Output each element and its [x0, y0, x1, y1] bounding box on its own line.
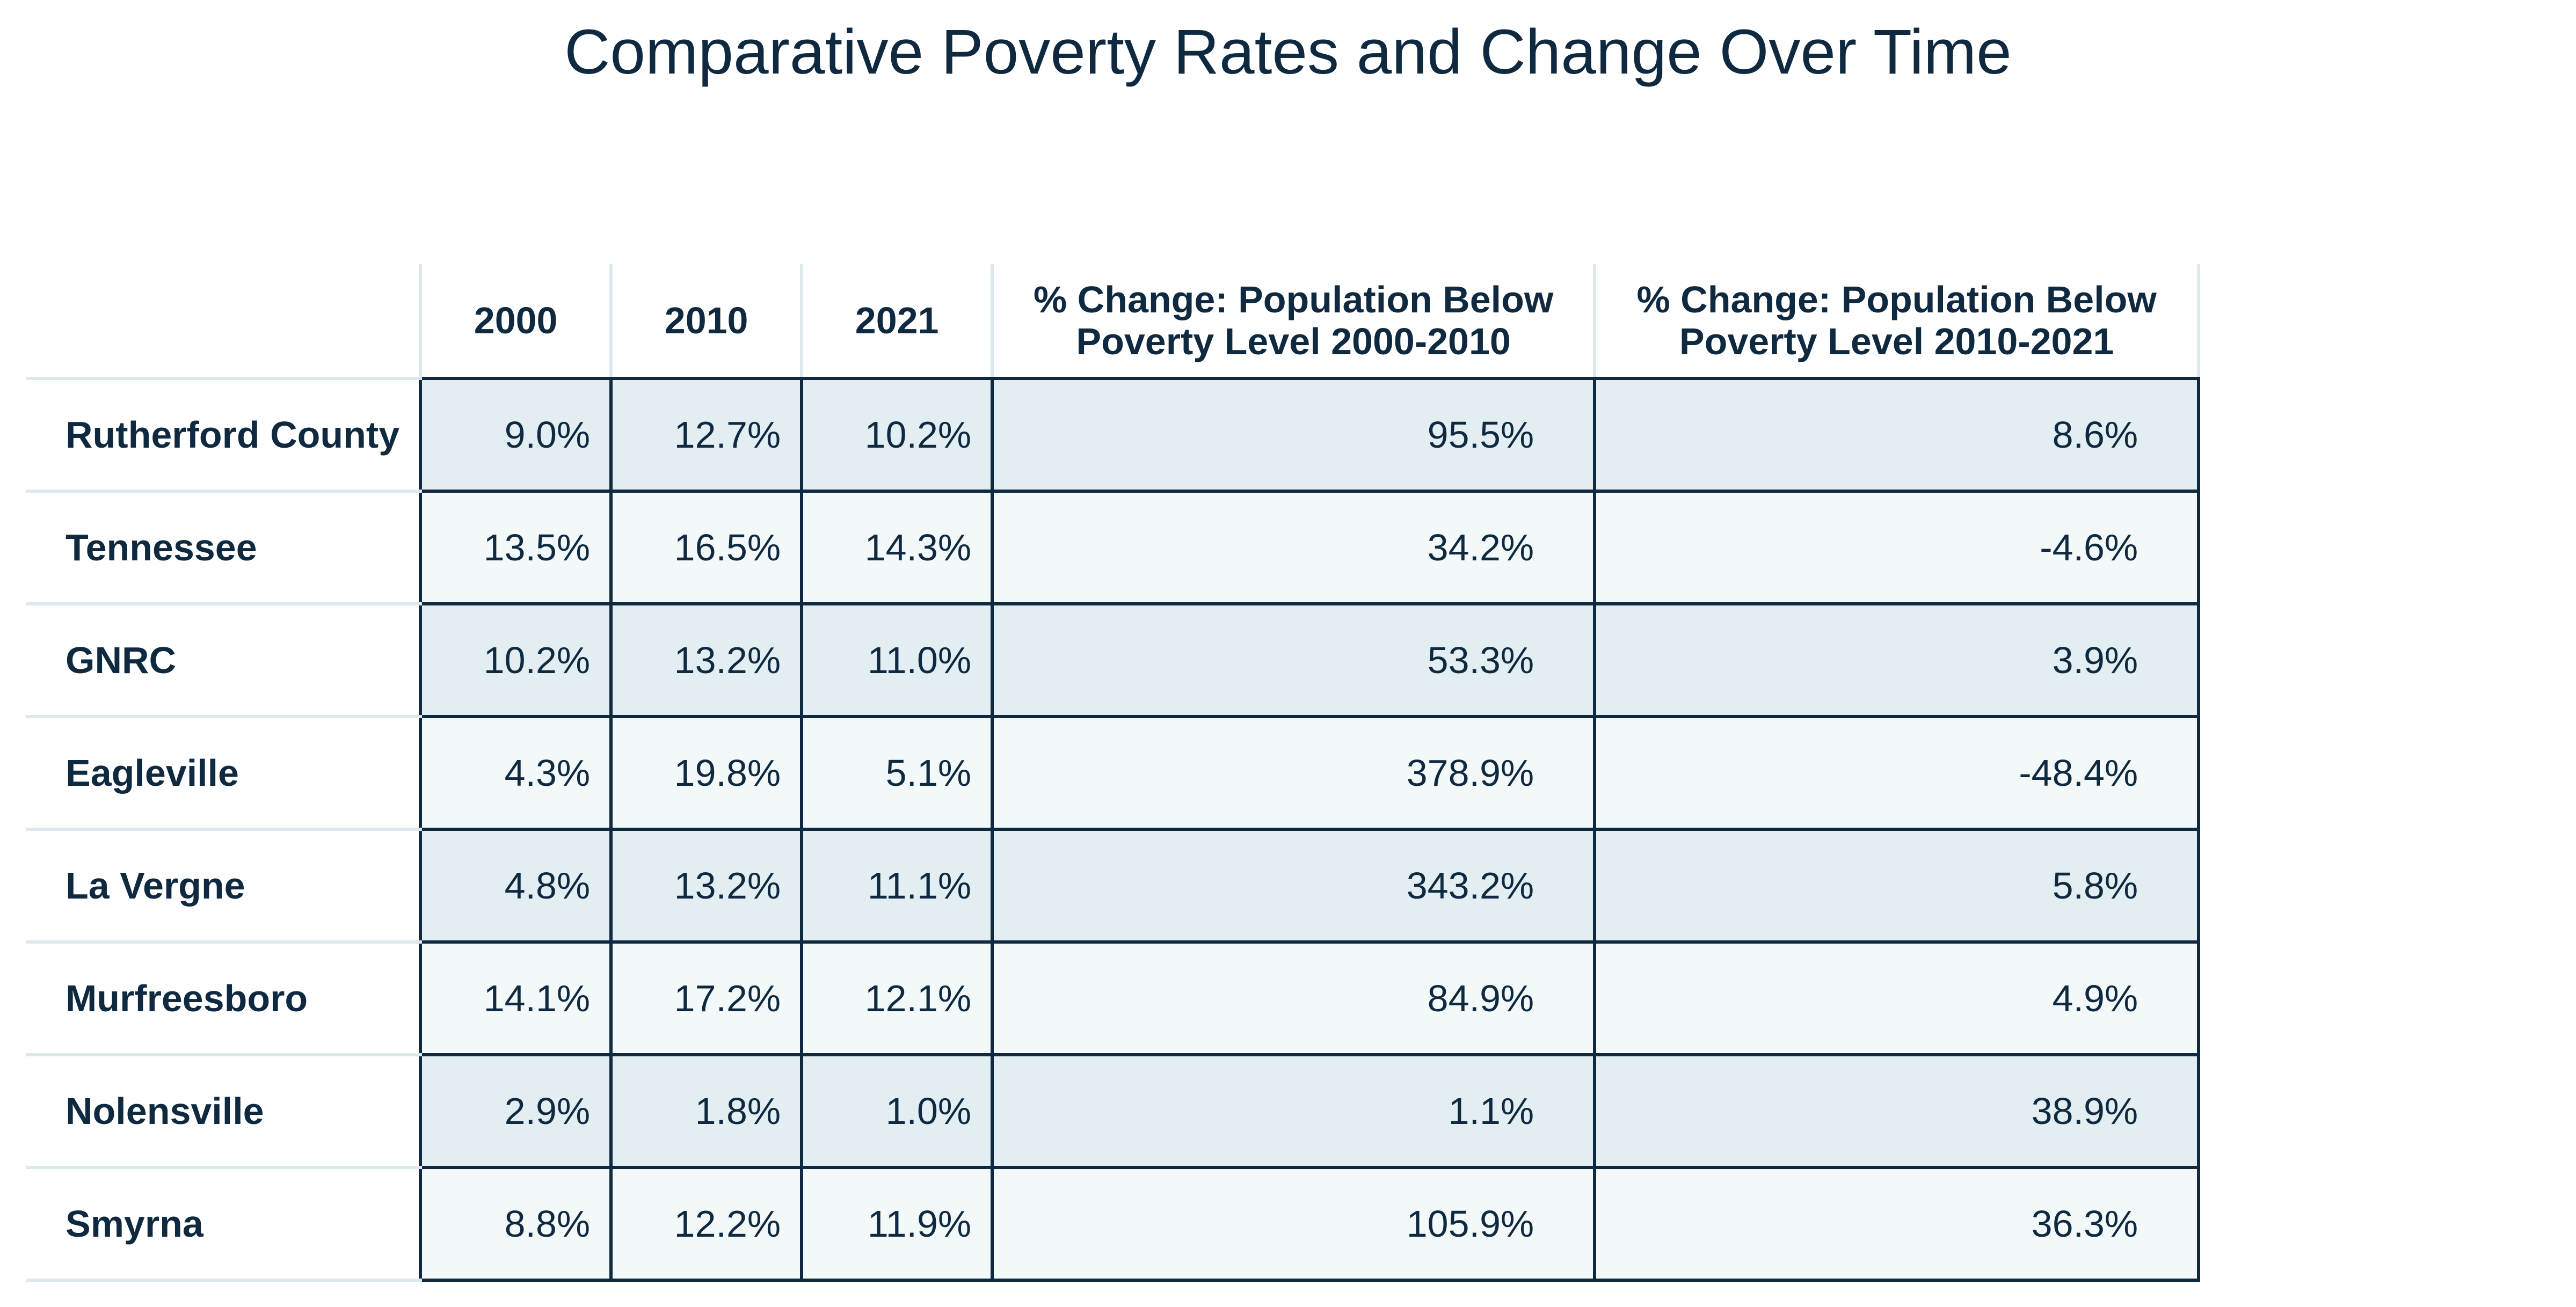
cell-2021: 14.3% — [800, 490, 994, 605]
table-body: Rutherford County 9.0% 12.7% 10.2% 95.5% 8.6%… — [26, 377, 2201, 1282]
cell-change-2010-2021: 38.9% — [1593, 1053, 2201, 1169]
cell-2000: 4.8% — [419, 828, 613, 944]
cell-2010: 12.7% — [609, 377, 804, 493]
header-year-2021: 2021 — [800, 264, 994, 380]
cell-2021: 1.0% — [800, 1053, 994, 1169]
cell-change-2010-2021: 3.9% — [1593, 602, 2201, 718]
table-row: Eagleville 4.3% 19.8% 5.1% 378.9% -48.4% — [26, 715, 2201, 831]
cell-2010: 13.2% — [609, 828, 804, 944]
cell-2000: 4.3% — [419, 715, 613, 831]
table-row: GNRC 10.2% 13.2% 11.0% 53.3% 3.9% — [26, 602, 2201, 718]
header-corner-cell — [26, 264, 423, 380]
row-label: La Vergne — [26, 828, 423, 944]
cell-2000: 13.5% — [419, 490, 613, 605]
header-change-2000-2010: % Change: Population Below Poverty Level… — [991, 264, 1597, 380]
row-label: Tennessee — [26, 490, 423, 605]
cell-change-2000-2010: 343.2% — [991, 828, 1597, 944]
poverty-table-container: 2000 2010 2021 % Change: Population Belo… — [26, 264, 2201, 1282]
cell-change-2000-2010: 53.3% — [991, 602, 1597, 718]
header-row: 2000 2010 2021 % Change: Population Belo… — [26, 264, 2201, 380]
cell-2000: 9.0% — [419, 377, 613, 493]
row-label: Murfreesboro — [26, 940, 423, 1056]
cell-2010: 12.2% — [609, 1166, 804, 1282]
cell-2010: 17.2% — [609, 940, 804, 1056]
poverty-rates-table: 2000 2010 2021 % Change: Population Belo… — [26, 264, 2201, 1282]
cell-change-2000-2010: 105.9% — [991, 1166, 1597, 1282]
cell-2021: 5.1% — [800, 715, 994, 831]
cell-change-2010-2021: 36.3% — [1593, 1166, 2201, 1282]
cell-change-2010-2021: -4.6% — [1593, 490, 2201, 605]
row-label: Eagleville — [26, 715, 423, 831]
cell-2000: 8.8% — [419, 1166, 613, 1282]
cell-2021: 11.1% — [800, 828, 994, 944]
cell-change-2000-2010: 1.1% — [991, 1053, 1597, 1169]
cell-2010: 1.8% — [609, 1053, 804, 1169]
table-row: Smyrna 8.8% 12.2% 11.9% 105.9% 36.3% — [26, 1166, 2201, 1282]
table-row: Murfreesboro 14.1% 17.2% 12.1% 84.9% 4.9% — [26, 940, 2201, 1056]
table-row: Rutherford County 9.0% 12.7% 10.2% 95.5% 8.6% — [26, 377, 2201, 493]
cell-2021: 10.2% — [800, 377, 994, 493]
header-year-2010: 2010 — [609, 264, 804, 380]
table-row: Nolensville 2.9% 1.8% 1.0% 1.1% 38.9% — [26, 1053, 2201, 1169]
header-change-2010-2021: % Change: Population Below Poverty Level… — [1593, 264, 2201, 380]
cell-2021: 12.1% — [800, 940, 994, 1056]
page-title: Comparative Poverty Rates and Change Ove… — [564, 17, 2012, 87]
cell-2000: 10.2% — [419, 602, 613, 718]
cell-2010: 19.8% — [609, 715, 804, 831]
header-year-2000: 2000 — [419, 264, 613, 380]
cell-change-2010-2021: 5.8% — [1593, 828, 2201, 944]
cell-2010: 16.5% — [609, 490, 804, 605]
cell-change-2000-2010: 34.2% — [991, 490, 1597, 605]
cell-change-2010-2021: -48.4% — [1593, 715, 2201, 831]
cell-2021: 11.9% — [800, 1166, 994, 1282]
cell-change-2010-2021: 4.9% — [1593, 940, 2201, 1056]
cell-change-2010-2021: 8.6% — [1593, 377, 2201, 493]
table-row: La Vergne 4.8% 13.2% 11.1% 343.2% 5.8% — [26, 828, 2201, 944]
cell-2000: 2.9% — [419, 1053, 613, 1169]
cell-change-2000-2010: 378.9% — [991, 715, 1597, 831]
row-label: GNRC — [26, 602, 423, 718]
cell-2000: 14.1% — [419, 940, 613, 1056]
cell-change-2000-2010: 95.5% — [991, 377, 1597, 493]
row-label: Nolensville — [26, 1053, 423, 1169]
cell-2021: 11.0% — [800, 602, 994, 718]
cell-change-2000-2010: 84.9% — [991, 940, 1597, 1056]
row-label: Rutherford County — [26, 377, 423, 493]
table-row: Tennessee 13.5% 16.5% 14.3% 34.2% -4.6% — [26, 490, 2201, 605]
row-label: Smyrna — [26, 1166, 423, 1282]
cell-2010: 13.2% — [609, 602, 804, 718]
